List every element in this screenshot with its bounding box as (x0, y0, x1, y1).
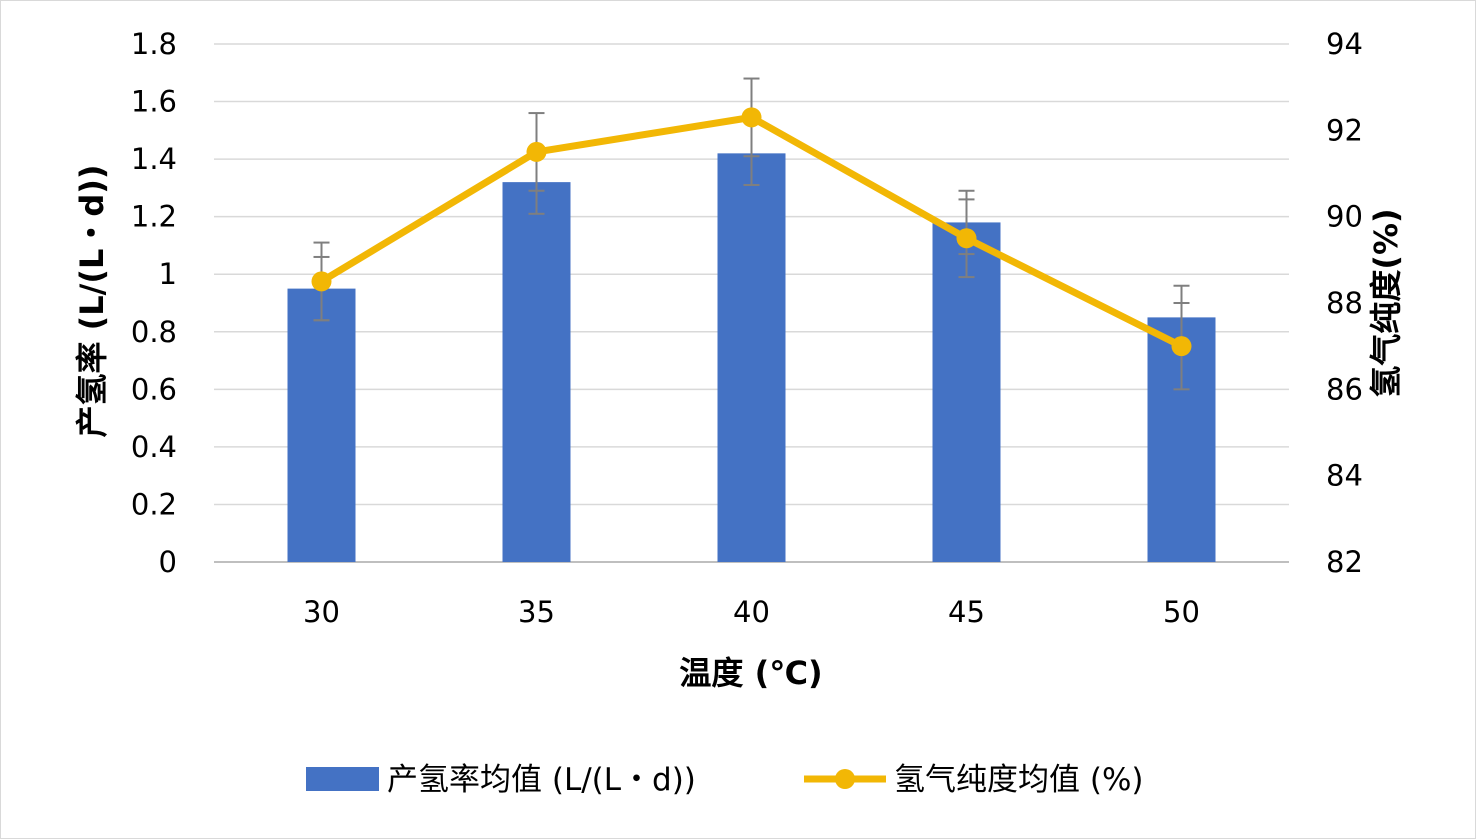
left-tick-label: 1.2 (131, 200, 177, 234)
line-point (741, 107, 762, 128)
left-tick-label: 0.4 (131, 430, 177, 464)
bar (287, 288, 356, 562)
left-axis-title: 产氢率 (L/(L・d)) (73, 164, 111, 437)
bar (932, 222, 1001, 562)
legend-line-marker (835, 769, 855, 789)
x-tick-label: 30 (303, 595, 340, 629)
x-tick-label: 35 (518, 595, 555, 629)
bar (502, 182, 571, 562)
x-axis-title: 温度 (℃) (679, 654, 822, 692)
right-tick-label: 82 (1326, 545, 1363, 579)
left-tick-label: 1.8 (131, 27, 177, 61)
left-tick-label: 0 (159, 545, 177, 579)
left-tick-label: 0.2 (131, 487, 177, 521)
right-axis-ticks: 82 84 86 88 90 92 94 (1326, 27, 1363, 579)
legend: 产氢率均值 (L/(L・d)) 氢气纯度均值 (%) (306, 762, 1144, 798)
right-tick-label: 86 (1326, 372, 1363, 406)
x-tick-label: 40 (733, 595, 770, 629)
line-point (1171, 336, 1192, 357)
right-tick-label: 88 (1326, 286, 1363, 320)
bar (717, 153, 786, 562)
x-tick-label: 45 (948, 595, 985, 629)
x-axis-ticks: 30 35 40 45 50 (303, 595, 1200, 629)
right-tick-label: 92 (1326, 113, 1363, 147)
right-tick-label: 84 (1326, 459, 1363, 493)
line-series (311, 107, 1192, 357)
line-point (526, 141, 547, 162)
left-axis-ticks: 0 0.2 0.4 0.6 0.8 1 1.2 1.4 1.6 1.8 (131, 27, 177, 579)
legend-line-label: 氢气纯度均值 (%) (894, 762, 1144, 798)
line-point (311, 271, 332, 292)
left-tick-label: 1 (159, 257, 177, 291)
bar-series (287, 153, 1216, 562)
left-tick-label: 1.4 (131, 142, 177, 176)
left-tick-label: 1.6 (131, 85, 177, 119)
right-tick-label: 90 (1326, 200, 1363, 234)
x-tick-label: 50 (1163, 595, 1200, 629)
left-tick-label: 0.6 (131, 372, 177, 406)
legend-bar-label: 产氢率均值 (L/(L・d)) (387, 762, 696, 798)
line-point (956, 228, 977, 249)
right-axis-title: 氢气纯度(%) (1367, 208, 1405, 397)
legend-bar-swatch (306, 767, 379, 791)
left-tick-label: 0.8 (131, 315, 177, 349)
right-tick-label: 94 (1326, 27, 1363, 61)
